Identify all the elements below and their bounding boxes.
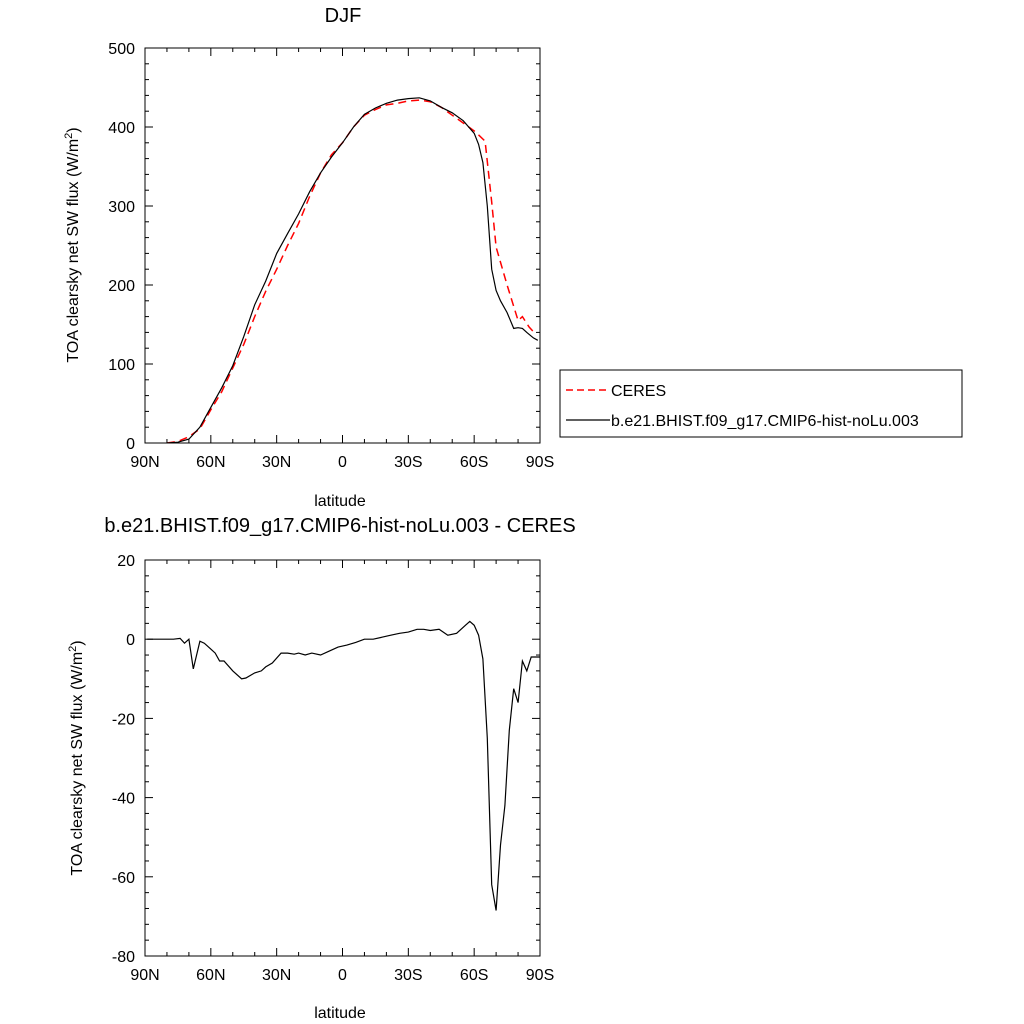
x-tick-label: 90N xyxy=(130,967,159,984)
y-tick-label: 500 xyxy=(108,41,135,58)
x-tick-label: 90S xyxy=(526,454,554,471)
x-tick-label: 0 xyxy=(338,454,347,471)
x-tick-label: 30N xyxy=(262,967,291,984)
x-tick-label: 60S xyxy=(460,967,488,984)
chart-top: DJF 90N 60N 30N 0 30S 60S 90S0100200300400500 … xyxy=(63,5,554,510)
plot-area-difference: 90N 60N 30N 0 30S 60S 90S -80 -60 -40 -20 0 20 xyxy=(112,553,554,984)
x-axis-label-difference: latitude xyxy=(314,1005,366,1022)
y-tick-label: 100 xyxy=(108,357,135,374)
x-tick-label: 60N xyxy=(196,454,225,471)
plot-frame xyxy=(144,559,541,957)
legend-entry-model: b.e21.BHIST.f09_g17.CMIP6-hist-noLu.003 xyxy=(611,413,919,430)
y-tick-label: -20 xyxy=(112,711,135,728)
y-tick-label: 200 xyxy=(108,278,135,295)
y-tick-label: -40 xyxy=(112,791,135,808)
y-tick-label: 400 xyxy=(108,120,135,137)
x-tick-label: 30N xyxy=(262,454,291,471)
series-line-1 xyxy=(166,97,539,443)
series-line-0 xyxy=(147,620,540,911)
x-tick-label: 30S xyxy=(394,454,422,471)
x-tick-label: 30S xyxy=(394,967,422,984)
x-tick-label: 90N xyxy=(130,454,159,471)
x-tick-label: 90S xyxy=(526,967,554,984)
y-axis-label-difference: TOA clearsky net SW flux (W/m2) xyxy=(67,640,86,875)
x-tick-label: 60S xyxy=(460,454,488,471)
y-tick-label: 300 xyxy=(108,199,135,216)
plot-area: 90N 60N 30N 0 30S 60S 90S 0 100 200 300 400 500 xyxy=(108,41,554,471)
y-tick-label: 0 xyxy=(126,632,135,649)
x-tick-label: 60N xyxy=(196,967,225,984)
y-tick-label: -60 xyxy=(112,870,135,887)
chart-title: DJF xyxy=(325,5,362,27)
plot-frame xyxy=(144,47,541,444)
series-line-0 xyxy=(166,99,537,443)
chart-title-difference: b.e21.BHIST.f09_g17.CMIP6-hist-noLu.003 … xyxy=(104,515,575,537)
y-tick-label: 20 xyxy=(117,553,135,570)
x-axis-label: latitude xyxy=(314,493,366,510)
y-tick-label: -80 xyxy=(112,949,135,966)
legend: CERES b.e21.BHIST.f09_g17.CMIP6-hist-noL… xyxy=(559,369,963,438)
legend-entry-ceres: CERES xyxy=(611,383,666,400)
x-tick-label: 0 xyxy=(338,967,347,984)
y-axis-label: TOA clearsky net SW flux (W/m2) xyxy=(63,127,82,362)
y-tick-label: 0 xyxy=(126,436,135,453)
chart-bottom: b.e21.BHIST.f09_g17.CMIP6-hist-noLu.003 … xyxy=(67,515,576,1022)
